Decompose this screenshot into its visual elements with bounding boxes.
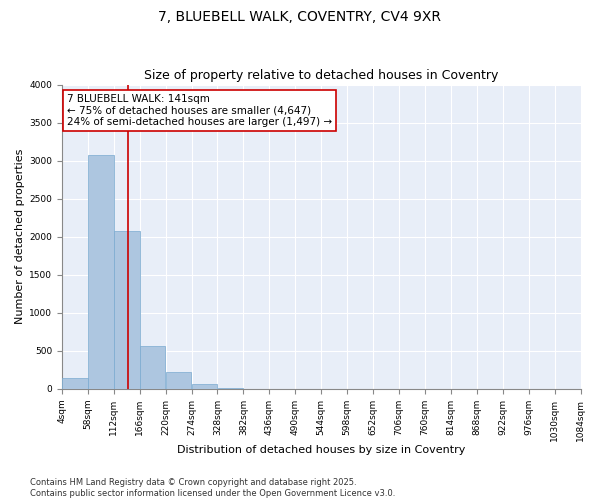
X-axis label: Distribution of detached houses by size in Coventry: Distribution of detached houses by size … — [177, 445, 466, 455]
Title: Size of property relative to detached houses in Coventry: Size of property relative to detached ho… — [144, 69, 499, 82]
Bar — [88, 154, 113, 389]
Bar — [140, 346, 166, 389]
Text: 7 BLUEBELL WALK: 141sqm
← 75% of detached houses are smaller (4,647)
24% of semi: 7 BLUEBELL WALK: 141sqm ← 75% of detache… — [67, 94, 332, 127]
Bar — [218, 388, 243, 389]
Bar — [62, 378, 88, 389]
Text: Contains HM Land Registry data © Crown copyright and database right 2025.
Contai: Contains HM Land Registry data © Crown c… — [30, 478, 395, 498]
Bar — [114, 230, 140, 389]
Bar — [191, 384, 217, 389]
Text: 7, BLUEBELL WALK, COVENTRY, CV4 9XR: 7, BLUEBELL WALK, COVENTRY, CV4 9XR — [158, 10, 442, 24]
Y-axis label: Number of detached properties: Number of detached properties — [15, 149, 25, 324]
Bar — [166, 372, 191, 389]
